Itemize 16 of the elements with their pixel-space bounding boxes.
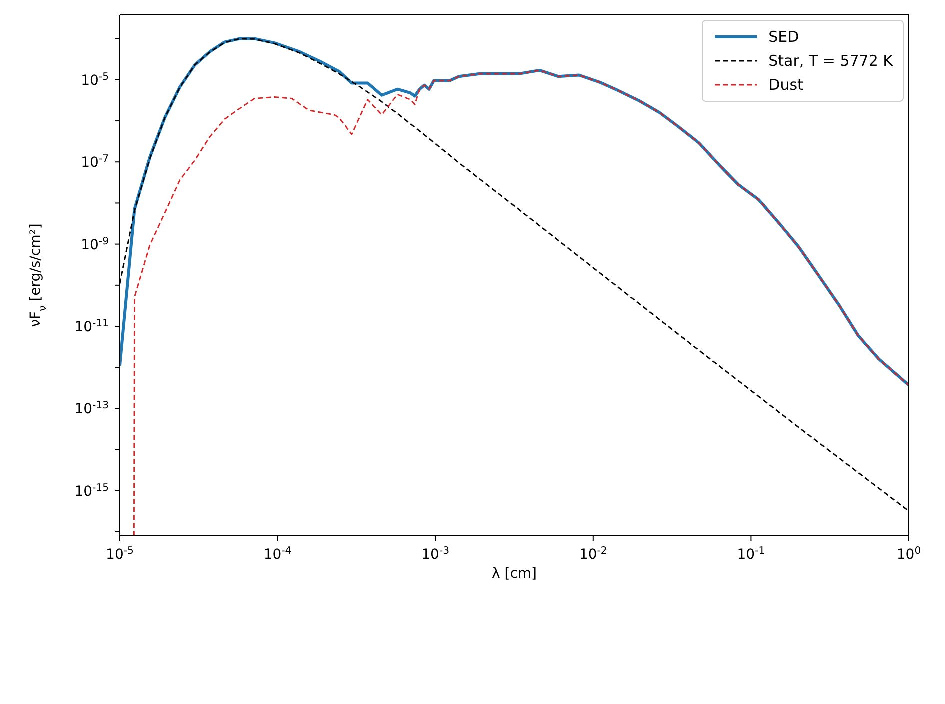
legend-label: Dust bbox=[768, 76, 804, 94]
x-tick-label: 10$^{-2}$ bbox=[579, 546, 608, 563]
y-tick-label: 10$^{-9}$ bbox=[81, 236, 109, 254]
legend-label: Star, T = 5772 K bbox=[768, 52, 893, 70]
y-tick-label: 10$^{-7}$ bbox=[81, 154, 109, 172]
y-tick-label: 10$^{-11}$ bbox=[74, 318, 109, 336]
x-tick-label: 10$^{-4}$ bbox=[264, 546, 292, 563]
y-tick-label: 10$^{-15}$ bbox=[74, 482, 109, 500]
y-tick-label: 10$^{-5}$ bbox=[81, 71, 109, 89]
y-tick-label: 10$^{-13}$ bbox=[74, 400, 109, 418]
x-tick-label: 10$^{-5}$ bbox=[106, 546, 134, 563]
x-tick-label: 10$^{0}$ bbox=[896, 546, 922, 563]
legend-label: SED bbox=[768, 28, 800, 46]
x-tick-label: 10$^{-3}$ bbox=[422, 546, 450, 563]
x-tick-label: 10$^{-1}$ bbox=[737, 546, 766, 563]
x-axis-title: λ [cm] bbox=[492, 566, 537, 582]
